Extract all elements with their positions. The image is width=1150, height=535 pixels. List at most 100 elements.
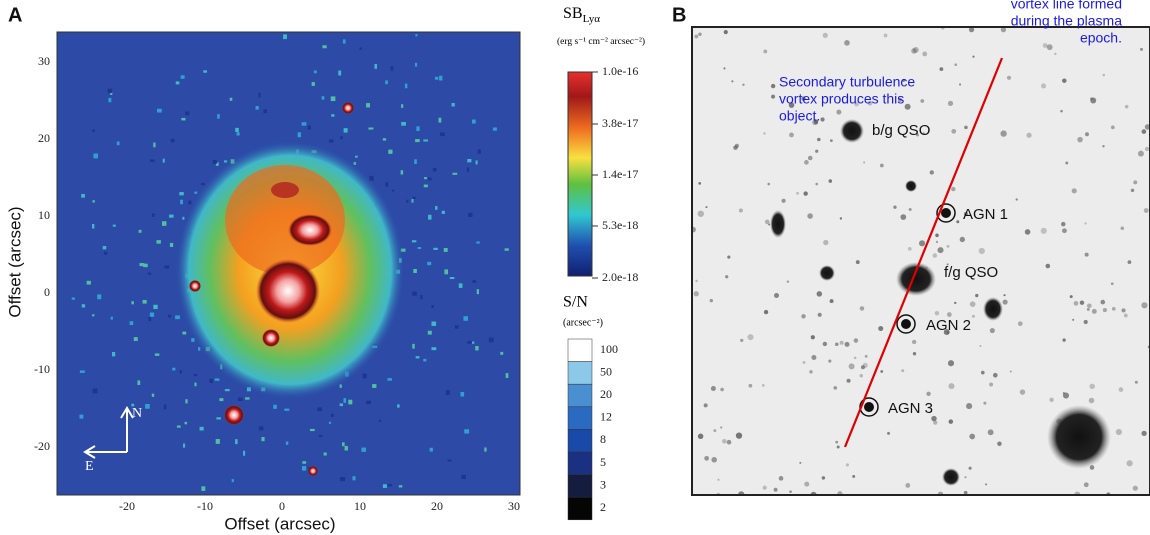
noise: [855, 260, 860, 265]
noise: [468, 212, 473, 217]
noise: [93, 153, 99, 159]
noise: [1072, 318, 1075, 321]
noise: [1065, 161, 1069, 165]
noise: [255, 106, 259, 110]
noise: [412, 291, 417, 296]
lya-map: [57, 32, 520, 495]
x-tick-label: -10: [197, 499, 213, 513]
noise: [912, 352, 917, 356]
noise: [273, 404, 277, 409]
noise: [705, 206, 708, 209]
noise: [834, 342, 839, 347]
noise: [102, 246, 107, 250]
noise: [951, 186, 956, 192]
noise: [964, 476, 967, 479]
sn-swatch: [567, 361, 593, 385]
noise: [179, 370, 182, 374]
noise: [1062, 78, 1067, 83]
noise: [987, 429, 994, 436]
annotation: epoch.: [1080, 30, 1122, 46]
noise: [823, 239, 829, 246]
noise: [915, 133, 920, 137]
noise: [97, 294, 102, 300]
noise: [833, 386, 838, 390]
noise: [829, 299, 834, 304]
noise: [801, 96, 806, 101]
noise: [904, 103, 911, 110]
noise: [1132, 485, 1138, 491]
noise: [301, 122, 307, 126]
noise: [742, 83, 745, 86]
noise: [79, 370, 85, 373]
noise: [720, 387, 724, 392]
noise: [212, 159, 217, 164]
noise: [156, 240, 161, 244]
noise: [893, 205, 897, 209]
noise: [748, 383, 753, 388]
noise: [922, 132, 925, 135]
noise: [1084, 252, 1089, 257]
noise: [157, 108, 162, 113]
noise: [428, 214, 432, 220]
noise: [985, 483, 988, 486]
noise: [922, 51, 928, 57]
noise: [112, 224, 116, 227]
object-label: AGN 1: [963, 206, 1008, 223]
noise: [933, 420, 938, 425]
noise: [1024, 229, 1031, 235]
noise: [417, 247, 422, 250]
noise: [1111, 307, 1116, 311]
noise: [92, 314, 95, 317]
noise: [747, 334, 754, 341]
noise: [475, 160, 478, 165]
noise: [723, 30, 728, 35]
noise: [108, 97, 112, 103]
noise: [452, 172, 458, 175]
panel-label: A: [8, 4, 22, 26]
noise: [937, 247, 944, 254]
noise: [845, 463, 849, 467]
noise: [322, 45, 327, 49]
noise: [727, 255, 731, 259]
noise: [1046, 44, 1053, 51]
noise: [905, 483, 911, 488]
noise: [822, 341, 828, 347]
noise: [175, 81, 180, 85]
noise: [980, 370, 985, 375]
noise: [1134, 380, 1138, 384]
noise: [946, 331, 950, 334]
noise: [139, 263, 145, 267]
noise: [170, 138, 175, 143]
noise: [467, 340, 472, 344]
y-tick-label: 30: [38, 54, 50, 68]
noise: [761, 383, 765, 387]
noise: [946, 312, 952, 317]
noise: [382, 484, 387, 488]
noise: [328, 139, 334, 143]
x-axis-label: Offset (arcsec): [224, 514, 335, 533]
noise: [821, 476, 826, 480]
noise: [427, 330, 432, 335]
noise: [911, 339, 917, 345]
noise: [1000, 27, 1007, 33]
noise: [406, 199, 409, 203]
noise: [447, 459, 452, 462]
noise: [1040, 227, 1047, 234]
noise: [1000, 130, 1007, 137]
noise: [954, 63, 958, 67]
noise: [194, 191, 198, 194]
noise: [968, 27, 975, 33]
noise: [816, 291, 823, 297]
noise: [431, 321, 437, 326]
noise: [1062, 338, 1066, 342]
noise: [321, 96, 325, 100]
noise: [698, 182, 702, 185]
noise: [1127, 260, 1132, 265]
noise: [454, 325, 459, 329]
noise: [81, 304, 86, 308]
noise: [710, 385, 716, 391]
sn-label: 8: [600, 432, 606, 446]
noise: [387, 378, 392, 381]
noise: [423, 184, 428, 188]
noise: [1060, 109, 1063, 113]
